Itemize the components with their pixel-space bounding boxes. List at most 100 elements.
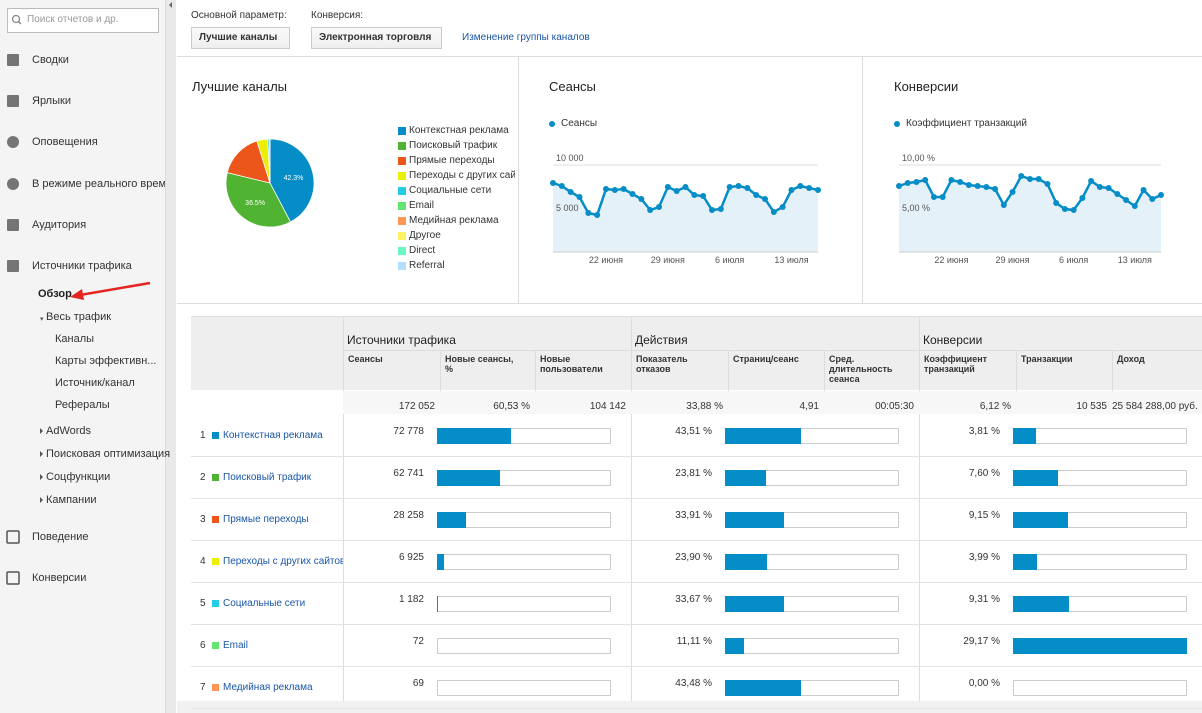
group-divider — [631, 316, 632, 701]
column-header[interactable]: Доход — [1117, 354, 1145, 364]
legend-label: Контекстная реклама — [409, 125, 509, 136]
row-swatch — [212, 642, 219, 649]
legend-label: Переходы с других сайтов — [409, 170, 515, 181]
sidebar — [0, 0, 165, 713]
search-placeholder: Поиск отчетов и др. — [27, 14, 119, 25]
panel-title: Лучшие каналы — [192, 79, 288, 94]
column-header[interactable]: Коэффициент транзакций — [924, 354, 988, 374]
row-name[interactable]: Прямые переходы — [223, 514, 309, 525]
column-divider — [440, 351, 441, 414]
sessions-cell: 72 — [412, 636, 424, 647]
panel-title: Сеансы — [549, 79, 596, 94]
nav-item[interactable]: Весь трафик — [46, 311, 112, 323]
total-cell: 10 535 — [1076, 401, 1107, 412]
bar — [437, 428, 511, 444]
column-header[interactable]: Показатель отказов — [636, 354, 688, 374]
row-divider — [191, 498, 1202, 499]
collapse-strip[interactable] — [165, 0, 176, 713]
group-header: Конверсии — [923, 333, 983, 347]
group-divider — [343, 316, 344, 701]
row-rank: 3 — [200, 514, 206, 525]
nav-item[interactable]: Аудитория — [32, 219, 87, 231]
conversion-cell: 9,31 % — [968, 594, 1000, 605]
bar — [1013, 470, 1059, 486]
nav-item[interactable]: AdWords — [46, 425, 92, 437]
group-divider — [919, 316, 920, 701]
nav-item[interactable]: Сводки — [32, 54, 69, 66]
bar — [725, 512, 784, 528]
search-box[interactable] — [7, 8, 159, 33]
bar — [1013, 428, 1036, 444]
dropdown[interactable]: Лучшие каналы — [191, 27, 290, 49]
legend-label: Referral — [409, 260, 445, 271]
bar — [725, 638, 745, 654]
bar-track — [437, 554, 611, 570]
legend-label: Сеансы — [561, 118, 598, 129]
row-rank: 2 — [200, 472, 206, 483]
control-label: Основной параметр: — [191, 10, 287, 21]
nav-item[interactable]: Соцфункции — [46, 471, 111, 483]
column-header[interactable]: Сеансы — [348, 354, 383, 364]
bar — [725, 470, 767, 486]
nav-item[interactable]: Оповещения — [32, 136, 98, 148]
group-header: Источники трафика — [347, 333, 456, 347]
column-header[interactable]: Транзакции — [1021, 354, 1073, 364]
nav-item[interactable]: Ярлыки — [32, 95, 71, 107]
row-swatch — [212, 432, 219, 439]
column-header[interactable]: Новые сеансы, % — [445, 354, 514, 374]
dropdown[interactable]: Электронная торговля — [311, 27, 442, 49]
row-name[interactable]: Поисковый трафик — [223, 472, 312, 483]
total-cell: 60,53 % — [493, 401, 530, 412]
y-tick-label: 10,00 % — [902, 153, 936, 163]
nav-item[interactable]: Конверсии — [32, 572, 87, 584]
sessions-cell: 72 778 — [393, 426, 424, 437]
nav-item-active[interactable]: Обзор — [38, 288, 72, 300]
nav-item[interactable]: Каналы — [55, 333, 95, 345]
bounce-cell: 11,11 % — [676, 636, 712, 647]
row-name[interactable]: Email — [223, 640, 249, 651]
nav-item[interactable]: Карты эффективн... — [55, 355, 157, 367]
nav-item[interactable]: В режиме реального времени — [32, 178, 165, 190]
nav-item[interactable]: Источники трафика — [32, 260, 132, 272]
bar — [1013, 596, 1069, 612]
nav-item[interactable]: Источник/канал — [55, 377, 135, 389]
header-divider — [343, 350, 1202, 351]
table-header — [191, 316, 1202, 390]
total-cell: 104 142 — [589, 401, 626, 412]
row-name[interactable]: Контекстная реклама — [223, 430, 323, 441]
nav-item[interactable]: Рефералы — [55, 399, 110, 411]
total-cell: 4,91 — [799, 401, 819, 412]
conversion-cell: 9,15 % — [968, 510, 1000, 521]
column-divider — [728, 351, 729, 414]
nav-item[interactable]: Кампании — [46, 494, 97, 506]
bounce-cell: 33,91 % — [675, 510, 712, 521]
bar-track — [437, 596, 611, 612]
row-rank: 6 — [200, 640, 206, 651]
row-rank: 4 — [200, 556, 206, 567]
nav-item[interactable]: Поисковая оптимизация — [46, 448, 171, 460]
conversion-cell: 3,99 % — [968, 552, 1000, 563]
column-header[interactable]: Страниц/сеанс — [733, 354, 799, 364]
column-divider — [1112, 351, 1113, 414]
total-cell: 33,88 % — [686, 401, 723, 412]
bounce-cell: 43,48 % — [675, 678, 712, 689]
row-name[interactable]: Переходы с других сайтов — [223, 556, 343, 567]
bar — [725, 428, 801, 444]
nav-item[interactable]: Поведение — [32, 531, 89, 543]
total-cell: 25 584 288,00 руб. — [1112, 401, 1198, 412]
link[interactable]: Изменение группы каналов — [462, 32, 590, 43]
bar — [1013, 554, 1037, 570]
bar-track — [1013, 428, 1187, 444]
bar — [437, 554, 444, 570]
totals-bg — [343, 391, 1202, 414]
legend-label: Коэффициент транзакций — [906, 118, 1027, 129]
row-name[interactable]: Медийная реклама — [223, 682, 313, 693]
row-rank: 7 — [200, 682, 206, 693]
row-name[interactable]: Социальные сети — [223, 598, 306, 609]
group-header: Действия — [635, 333, 688, 347]
column-header[interactable]: Сред. длительность сеанса — [829, 354, 893, 384]
column-header[interactable]: Новые пользователи — [540, 354, 603, 374]
bounce-cell: 33,67 % — [675, 594, 712, 605]
